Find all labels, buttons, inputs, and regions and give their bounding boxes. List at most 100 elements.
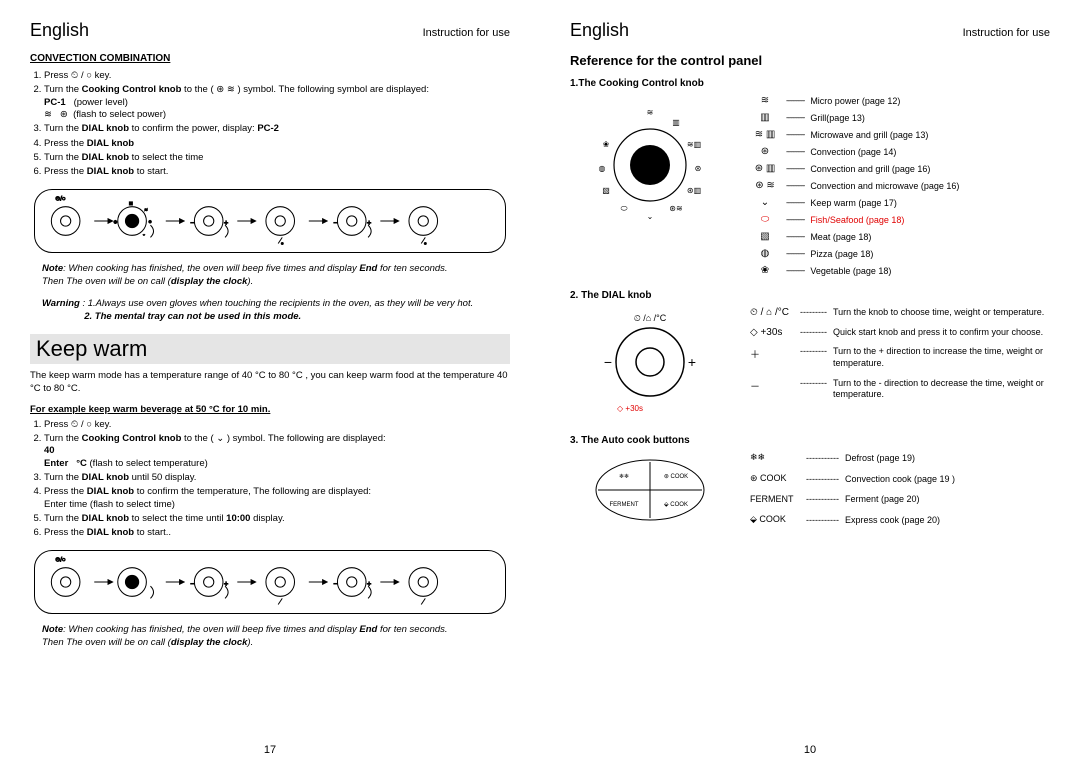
convection-note: Note: When cooking has finished, the ove… bbox=[42, 263, 498, 289]
keepwarm-steps: Press ⏲ / ○ key.Turn the Cooking Control… bbox=[30, 419, 510, 540]
keepwarm-banner: Keep warm bbox=[30, 334, 510, 364]
legend-row: ❀-----------Vegetable (page 18) bbox=[750, 265, 1050, 276]
step-item: Turn the DIAL knob to select the time un… bbox=[44, 513, 510, 525]
convection-title: CONVECTION COMBINATION bbox=[30, 53, 510, 64]
legend-row: ⬭-----------Fish/Seafood (page 18) bbox=[750, 214, 1050, 225]
legend-label: Meat (page 18) bbox=[810, 232, 871, 242]
legend-icon: ⊛ bbox=[750, 146, 780, 157]
legend-label: Turn the knob to choose time, weight or … bbox=[833, 307, 1050, 319]
legend-row: ▥-----------Grill(page 13) bbox=[750, 112, 1050, 123]
legend-icon: ≋ bbox=[750, 95, 780, 106]
legend-icon: ⌄ bbox=[750, 197, 780, 208]
svg-text:⊛▥: ⊛▥ bbox=[687, 186, 701, 195]
svg-text:≋: ≋ bbox=[144, 207, 147, 212]
legend-row: －---------Turn to the - direction to dec… bbox=[750, 378, 1050, 401]
dial-knob-figure: ⏲ /⌂ /°C − + ◇ +30s bbox=[570, 307, 730, 427]
legend-icon: ⊛ ▥ bbox=[750, 163, 780, 174]
legend-icon: FERMENT bbox=[750, 494, 800, 504]
legend-row: ≋-----------Micro power (page 12) bbox=[750, 95, 1050, 106]
svg-text:◍: ◍ bbox=[114, 219, 118, 224]
language-label-left: English bbox=[30, 20, 89, 41]
cooking-knob-figure: ≋ ▥ ≋▥ ⊛ ⊛▥ ⊛≋ ⌄ ⬭ ▧ ◍ ❀ bbox=[570, 95, 730, 235]
legend-label: Convection (page 14) bbox=[810, 147, 896, 157]
svg-text:FERMENT: FERMENT bbox=[610, 502, 639, 508]
svg-text:▥: ▥ bbox=[672, 118, 680, 127]
svg-text:⬙ COOK: ⬙ COOK bbox=[664, 502, 688, 508]
legend-label: Keep warm (page 17) bbox=[810, 198, 897, 208]
legend-row: ⊛ ▥-----------Convection and grill (page… bbox=[750, 163, 1050, 174]
legend-icon: ≋ ▥ bbox=[750, 129, 780, 140]
legend-icon: ⬙ COOK bbox=[750, 514, 800, 525]
legend-row: ＋---------Turn to the + direction to inc… bbox=[750, 346, 1050, 369]
left-header: English Instruction for use bbox=[30, 20, 510, 41]
legend-label: Vegetable (page 18) bbox=[810, 266, 891, 276]
legend-label: Turn to the - direction to decrease the … bbox=[833, 378, 1050, 401]
reference-heading: Reference for the control panel bbox=[570, 53, 1050, 68]
legend-label: Convection cook (page 19 ) bbox=[845, 474, 955, 484]
svg-text:⏲/○: ⏲/○ bbox=[55, 556, 65, 563]
legend-row: ⏲ / ⌂ /°C---------Turn the knob to choos… bbox=[750, 307, 1050, 319]
legend-icon: ▥ bbox=[750, 112, 780, 123]
legend-label: Micro power (page 12) bbox=[810, 96, 900, 106]
instruction-label-right: Instruction for use bbox=[963, 27, 1050, 39]
legend-row: ⊛ ≋-----------Convection and microwave (… bbox=[750, 180, 1050, 191]
legend-icon: ◍ bbox=[750, 248, 780, 259]
svg-text:⬭: ⬭ bbox=[621, 204, 628, 213]
legend-row: ⌄-----------Keep warm (page 17) bbox=[750, 197, 1050, 208]
convection-steps: Press ⏲ / ○ key. Turn the Cooking Control… bbox=[30, 70, 510, 179]
legend-icon: ❄❄ bbox=[750, 452, 800, 463]
step-item: Press ⏲ / ○ key. bbox=[44, 70, 510, 82]
legend-icon: ❀ bbox=[750, 265, 780, 276]
instruction-label-left: Instruction for use bbox=[423, 27, 510, 39]
svg-text:⌄: ⌄ bbox=[647, 212, 654, 221]
svg-text:−: − bbox=[190, 580, 194, 588]
svg-text:−: − bbox=[333, 580, 337, 588]
convection-illustration: ⏲/○ ▥≋⊛ ⌄◍ −+ −+ bbox=[34, 189, 506, 253]
step-item: Press the DIAL knob to start. bbox=[44, 166, 510, 178]
svg-text:−: − bbox=[333, 219, 337, 227]
legend-label: Convection and microwave (page 16) bbox=[810, 181, 959, 191]
autocook-figure: ❄❄ ⊛ COOK FERMENT ⬙ COOK bbox=[570, 452, 730, 532]
legend-row: ≋ ▥-----------Microwave and grill (page … bbox=[750, 129, 1050, 140]
legend-label: Defrost (page 19) bbox=[845, 453, 915, 463]
svg-text:⊛: ⊛ bbox=[148, 219, 151, 224]
legend-row: ⬙ COOK-----------Express cook (page 20) bbox=[750, 514, 955, 525]
legend-label: Pizza (page 18) bbox=[810, 249, 873, 259]
right-header: English Instruction for use bbox=[570, 20, 1050, 41]
legend-row: FERMENT-----------Ferment (page 20) bbox=[750, 494, 955, 504]
step-item: Turn the DIAL knob to confirm the power,… bbox=[44, 123, 510, 135]
keepwarm-illustration: ⏲/○ −+ −+ bbox=[34, 550, 506, 614]
svg-text:⊛≋: ⊛≋ bbox=[669, 204, 682, 213]
legend-icon: ⏲ / ⌂ /°C bbox=[750, 307, 794, 318]
autocook-heading: 3. The Auto cook buttons bbox=[570, 435, 1050, 446]
step-item: Turn the DIAL knob until 50 display. bbox=[44, 472, 510, 484]
svg-text:⌄: ⌄ bbox=[142, 231, 145, 236]
example-heading: For example keep warm beverage at 50 °C … bbox=[30, 404, 510, 415]
legend-row: ❄❄-----------Defrost (page 19) bbox=[750, 452, 955, 463]
left-page: English Instruction for use CONVECTION C… bbox=[0, 0, 540, 764]
svg-text:❀: ❀ bbox=[603, 140, 610, 149]
legend-icon: ▧ bbox=[750, 231, 780, 242]
legend-icon: ⊛ ≋ bbox=[750, 180, 780, 191]
step-item: Press the DIAL knob bbox=[44, 138, 510, 150]
legend-label: Grill(page 13) bbox=[810, 113, 865, 123]
autocook-legend: ❄❄-----------Defrost (page 19)⊛ COOK----… bbox=[750, 452, 955, 535]
legend-label: Microwave and grill (page 13) bbox=[810, 130, 928, 140]
cooking-knob-legend: ≋-----------Micro power (page 12) ▥------… bbox=[750, 95, 1050, 282]
keepwarm-body: The keep warm mode has a temperature ran… bbox=[30, 370, 510, 396]
svg-text:◇ +30s: ◇ +30s bbox=[617, 404, 643, 413]
legend-icon: ⊛ COOK bbox=[750, 473, 800, 484]
legend-row: ▧-----------Meat (page 18) bbox=[750, 231, 1050, 242]
legend-label: Express cook (page 20) bbox=[845, 515, 940, 525]
svg-text:⊛: ⊛ bbox=[695, 164, 702, 173]
cooking-knob-heading: 1.The Cooking Control knob bbox=[570, 78, 1050, 89]
legend-row: ⊛-----------Convection (page 14) bbox=[750, 146, 1050, 157]
svg-text:≋▥: ≋▥ bbox=[687, 140, 701, 149]
step-item: Turn the Cooking Control knob to the ( ⊛… bbox=[44, 84, 510, 121]
legend-row: ◍-----------Pizza (page 18) bbox=[750, 248, 1050, 259]
page-number-left: 17 bbox=[0, 744, 540, 756]
keepwarm-note: Note: When cooking has finished, the ove… bbox=[42, 624, 498, 650]
step-item: Turn the DIAL knob to select the time bbox=[44, 152, 510, 164]
svg-text:⏲ /⌂ /°C: ⏲ /⌂ /°C bbox=[634, 313, 667, 323]
legend-label: Turn to the + direction to increase the … bbox=[833, 346, 1050, 369]
